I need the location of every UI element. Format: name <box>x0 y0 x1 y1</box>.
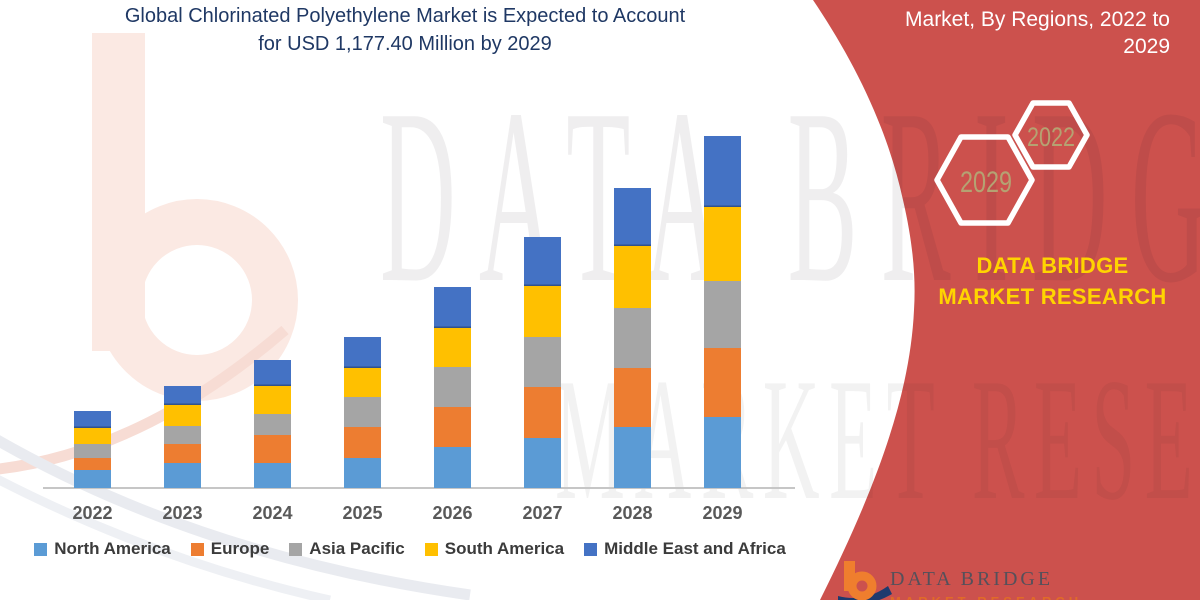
bar-2025 <box>344 336 381 488</box>
legend-item-middle-east-and-africa: Middle East and Africa <box>584 539 786 559</box>
brand-caption: DATA BRIDGE MARKET RESEARCH <box>938 253 1167 309</box>
segment-europe-2027 <box>524 387 561 439</box>
segment-south-america-2023 <box>164 405 201 427</box>
segment-south-america-2024 <box>254 386 291 415</box>
segment-south-america-2025 <box>344 367 381 398</box>
segment-europe-2028 <box>614 368 651 427</box>
segment-north-america-2027 <box>524 438 561 488</box>
segment-middle-east-and-africa-2025 <box>344 336 381 368</box>
bar-2024 <box>254 360 291 488</box>
segment-middle-east-and-africa-2029 <box>704 136 741 208</box>
segment-north-america-2023 <box>164 463 201 488</box>
segment-asia-pacific-2023 <box>164 426 201 445</box>
segment-asia-pacific-2026 <box>434 366 471 407</box>
watermark-gray-arc <box>0 435 471 600</box>
bar-2026 <box>434 286 471 488</box>
footer-logo-name: DATA BRIDGE <box>890 568 1054 590</box>
segment-middle-east-and-africa-2028 <box>614 187 651 247</box>
segment-europe-2024 <box>254 435 291 463</box>
segment-middle-east-and-africa-2027 <box>524 236 561 286</box>
x-axis-label-2025: 2025 <box>342 503 383 523</box>
legend-label-europe: Europe <box>210 539 270 558</box>
watermark-b-bowl <box>96 199 298 401</box>
legend-swatch-north-america <box>34 543 48 556</box>
segment-asia-pacific-2027 <box>524 337 561 388</box>
hexagon-2029-label: 2029 <box>960 166 1012 199</box>
x-axis-label-2023: 2023 <box>162 503 203 523</box>
segment-north-america-2025 <box>344 457 381 488</box>
legend-item-south-america: South America <box>424 539 565 559</box>
segment-south-america-2028 <box>614 246 651 309</box>
segment-asia-pacific-2029 <box>704 280 741 349</box>
bar-2027 <box>524 236 561 488</box>
legend-swatch-middle-east-and-africa <box>584 543 598 556</box>
segment-south-america-2026 <box>434 327 471 367</box>
segment-europe-2023 <box>164 444 201 464</box>
segment-north-america-2024 <box>254 462 291 488</box>
segment-middle-east-and-africa-2022 <box>74 410 111 428</box>
segment-middle-east-and-africa-2023 <box>164 386 201 406</box>
legend-label-north-america: North America <box>54 539 171 558</box>
watermark-gray-arc-2 <box>0 475 331 600</box>
x-axis-line <box>43 487 795 489</box>
segment-europe-2029 <box>704 348 741 418</box>
hexagon-2029 <box>934 134 1035 226</box>
segment-north-america-2022 <box>74 469 111 488</box>
legend-swatch-asia-pacific <box>289 543 303 556</box>
x-axis-label-2028: 2028 <box>612 503 653 523</box>
segment-asia-pacific-2025 <box>344 397 381 427</box>
legend-item-europe: Europe <box>190 539 270 559</box>
legend-label-asia-pacific: Asia Pacific <box>309 539 405 558</box>
segment-asia-pacific-2028 <box>614 308 651 369</box>
side-panel-heading: Market, By Regions, 2022 to 2029 <box>905 8 1170 58</box>
bar-2029 <box>704 136 741 488</box>
segment-south-america-2029 <box>704 207 741 281</box>
segment-asia-pacific-2022 <box>74 443 111 458</box>
segment-europe-2026 <box>434 406 471 447</box>
x-axis-label-2024: 2024 <box>252 503 293 523</box>
chart-title: Global Chlorinated Polyethylene Market i… <box>40 2 770 58</box>
segment-south-america-2027 <box>524 285 561 338</box>
bar-2023 <box>164 386 201 488</box>
segment-europe-2022 <box>74 457 111 470</box>
legend-swatch-south-america <box>424 543 438 556</box>
segment-europe-2025 <box>344 426 381 458</box>
legend-item-asia-pacific: Asia Pacific <box>289 539 405 559</box>
chart-title-line1: Global Chlorinated Polyethylene Market i… <box>124 5 686 27</box>
bar-2028 <box>614 187 651 488</box>
segment-middle-east-and-africa-2026 <box>434 286 471 328</box>
segment-asia-pacific-2024 <box>254 414 291 436</box>
x-axis-label-2026: 2026 <box>432 503 473 523</box>
side-panel-shape <box>813 0 1200 600</box>
footer-logo-tagline: MARKET RESEARCH <box>890 594 1082 600</box>
hexagon-2022-label: 2022 <box>1027 122 1075 152</box>
segment-north-america-2028 <box>614 426 651 488</box>
watermark-pink-swoosh <box>0 325 289 475</box>
legend-item-north-america: North America <box>34 539 171 559</box>
x-axis-label-2027: 2027 <box>522 503 563 523</box>
footer-logo-swoosh <box>838 586 892 600</box>
bar-2022 <box>74 410 111 488</box>
segment-south-america-2022 <box>74 427 111 444</box>
legend-label-middle-east-and-africa: Middle East and Africa <box>604 539 786 558</box>
segment-north-america-2029 <box>704 417 741 488</box>
segment-middle-east-and-africa-2024 <box>254 360 291 387</box>
chart-title-line2: for USD 1,177.40 Million by 2029 <box>258 33 552 55</box>
legend-swatch-europe <box>190 543 204 556</box>
footer-logo-icon <box>838 561 892 600</box>
footer-logo-b-bowl <box>847 571 877 600</box>
x-axis-label-2022: 2022 <box>72 503 113 523</box>
segment-north-america-2026 <box>434 446 471 488</box>
legend-label-south-america: South America <box>444 539 565 558</box>
hexagon-2022 <box>1012 100 1090 170</box>
footer-logo-b-bar <box>844 561 855 591</box>
x-axis-label-2029: 2029 <box>702 503 743 523</box>
chart-legend: North America Europe Asia Pacific South Ame… <box>0 539 820 559</box>
